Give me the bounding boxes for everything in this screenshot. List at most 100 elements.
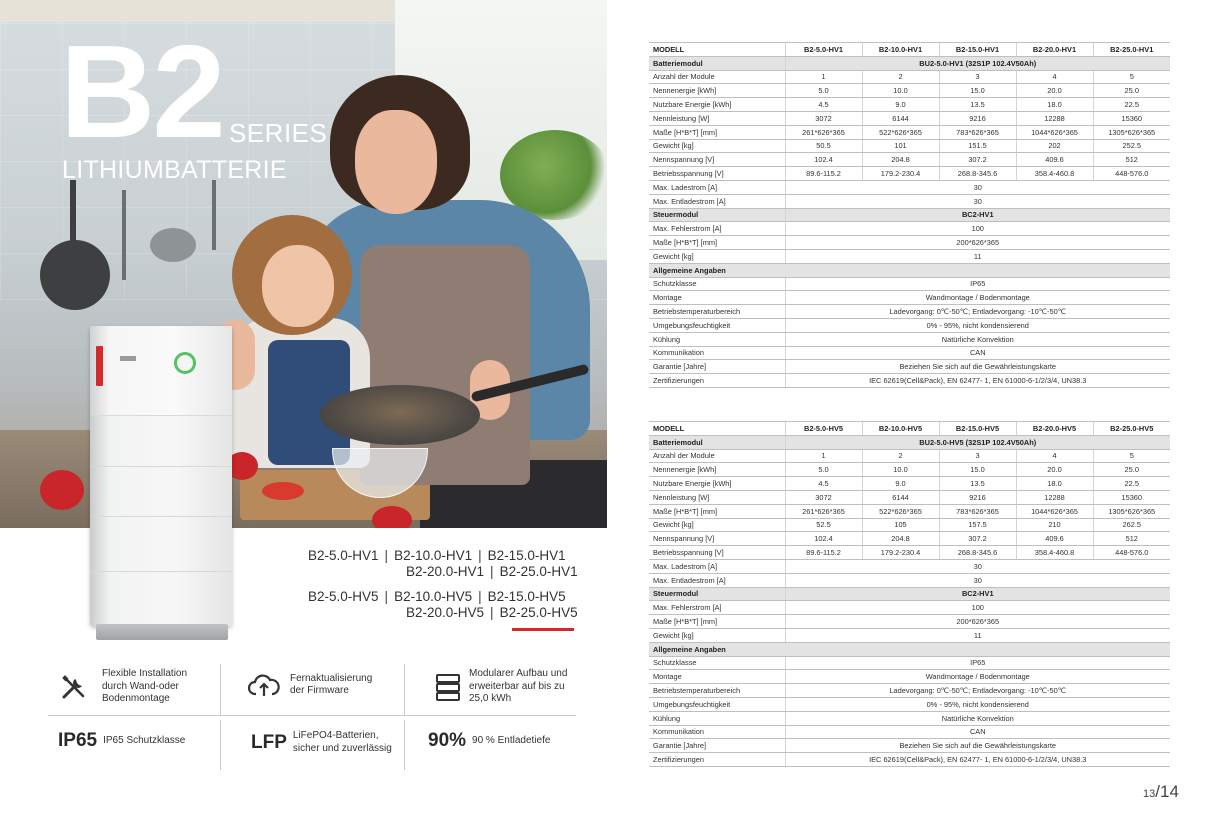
row-label: Zertifizierungen — [649, 752, 785, 767]
row-value: 179.2-230.4 — [861, 166, 939, 181]
tools-icon — [56, 670, 92, 704]
table-row: Max. Entladestrom [A] 30 — [649, 572, 1170, 588]
section-label: Steuermodul — [649, 207, 785, 223]
section-value: BC2-HV1 — [784, 586, 1170, 602]
row-label: Betriebsspannung [V] — [649, 545, 785, 560]
row-value: 0% - 95%, nicht kondensierend — [784, 317, 1170, 333]
row-value: 25.0 — [1092, 462, 1170, 478]
column-header: B2-5.0-HV1 — [784, 42, 862, 57]
row-value: 3072 — [784, 110, 862, 126]
section-label: Batteriemodul — [649, 434, 785, 450]
row-value: 261*626*365 — [784, 503, 862, 519]
row-label: Gewicht [kg] — [649, 248, 785, 264]
table-row: Zertifizierungen IEC 62619(Cell&Pack), EN… — [649, 752, 1170, 767]
row-value: CAN — [784, 724, 1170, 740]
row-value: Beziehen Sie sich auf die Gewährleistung… — [784, 359, 1170, 375]
row-value: 783*626*365 — [938, 124, 1016, 140]
spec-table-hv1: MODELL B2-5.0-HV1 B2-10.0-HV1 B2-15.0-HV1 B2… — [649, 42, 1170, 388]
row-label: Schutzklasse — [649, 655, 785, 671]
row-value: IP65 — [784, 276, 1170, 292]
row-value: 3 — [938, 69, 1016, 85]
brand-series: SERIES — [229, 118, 328, 148]
page-number: 13/14 — [1143, 782, 1179, 801]
row-label: Montage — [649, 669, 785, 685]
row-label: Kommunikation — [649, 724, 785, 740]
row-value: 22.5 — [1092, 476, 1170, 491]
row-label: Max. Entladestrom [A] — [649, 572, 785, 588]
table-row: Montage Wandmontage / Bodenmontage — [649, 669, 1170, 685]
row-value: 151.5 — [938, 138, 1016, 154]
row-value: 5 — [1092, 448, 1170, 464]
battery-status-ring-icon — [174, 352, 196, 374]
table-row: Nutzbare Energie [kWh] 4.5 9.0 13.5 18.0 22.5 — [649, 97, 1170, 112]
row-value: 409.6 — [1015, 152, 1093, 168]
row-value: 25.0 — [1092, 83, 1170, 99]
row-value: CAN — [784, 345, 1170, 361]
row-label: Gewicht [kg] — [649, 627, 785, 643]
row-label: Maße [H*B*T] [mm] — [649, 235, 785, 250]
table-row: Maße [H*B*T] [mm] 200*626*365 — [649, 235, 1170, 250]
row-value: 20.0 — [1015, 83, 1093, 99]
row-value: 20.0 — [1015, 462, 1093, 478]
row-value: 6144 — [861, 110, 939, 126]
row-value: 30 — [784, 193, 1170, 209]
row-value: 1044*626*365 — [1015, 124, 1093, 140]
row-label: Kühlung — [649, 710, 785, 726]
model-row-2: B2-20.0-HV1 | B2-25.0-HV1 — [406, 564, 578, 579]
table-row: Nennspannung [V] 102.4 204.8 307.2 409.6 512 — [649, 152, 1170, 168]
table-row: Umgebungsfeuchtigkeit 0% - 95%, nicht kon… — [649, 696, 1170, 712]
row-value: 15360 — [1092, 489, 1170, 505]
feature-grid: Flexible Installation durch Wand-oder Bo… — [48, 664, 576, 774]
table-row: Max. Ladestrom [A] 30 — [649, 558, 1170, 574]
row-label: Garantie [Jahre] — [649, 359, 785, 375]
table-row: Garantie [Jahre] Beziehen Sie sich auf di… — [649, 738, 1170, 754]
row-label: Umgebungsfeuchtigkeit — [649, 696, 785, 712]
table-row: Maße [H*B*T] [mm] 200*626*365 — [649, 614, 1170, 629]
table-row: Max. Entladestrom [A] 30 — [649, 193, 1170, 209]
column-header: B2-20.0-HV1 — [1015, 42, 1093, 57]
row-value: 1305*626*365 — [1092, 503, 1170, 519]
row-value: 10.0 — [861, 462, 939, 478]
model-name: B2-20.0-HV1 — [406, 564, 485, 579]
row-value: 448-576.0 — [1092, 166, 1170, 181]
column-header: B2-10.0-HV5 — [861, 421, 939, 436]
row-value: 9.0 — [861, 97, 939, 112]
section-value: BC2-HV1 — [784, 207, 1170, 223]
brand-title: B2 — [60, 18, 226, 165]
model-row-1: B2-5.0-HV1 | B2-10.0-HV1 | B2-15.0-HV1 — [308, 548, 566, 563]
row-label: Kühlung — [649, 331, 785, 347]
row-value: 204.8 — [861, 152, 939, 168]
section-value: BU2-5.0-HV1 (32S1P 102.4V50Ah) — [784, 55, 1170, 71]
row-value: 204.8 — [861, 531, 939, 547]
row-value: 4.5 — [784, 97, 862, 112]
section-row-general: Allgemeine Angaben — [649, 262, 1170, 278]
row-value: 3 — [938, 448, 1016, 464]
row-value: 5.0 — [784, 462, 862, 478]
row-value: Wandmontage / Bodenmontage — [784, 669, 1170, 685]
row-value: 252.5 — [1092, 138, 1170, 154]
row-value: 1305*626*365 — [1092, 124, 1170, 140]
row-label: Nennenergie [kWh] — [649, 462, 785, 478]
row-value: 52.5 — [784, 517, 862, 533]
stack-icon — [430, 670, 466, 704]
row-value: 268.8-345.6 — [938, 166, 1016, 181]
left-page: B2 SERIES LITHIUMBATTERIE B2-5.0-HV1 | B2-… — [0, 0, 607, 774]
row-value: 15360 — [1092, 110, 1170, 126]
table-row: Maße [H*B*T] [mm] 261*626*365 522*626*365 7… — [649, 124, 1170, 140]
row-value: 11 — [784, 248, 1170, 264]
row-value: 4 — [1015, 448, 1093, 464]
row-value: 409.6 — [1015, 531, 1093, 547]
row-value: 448-576.0 — [1092, 545, 1170, 560]
row-label: Nennleistung [W] — [649, 489, 785, 505]
row-label: Garantie [Jahre] — [649, 738, 785, 754]
row-label: Nennenergie [kWh] — [649, 83, 785, 99]
row-value: 268.8-345.6 — [938, 545, 1016, 560]
table-row: Anzahl der Module 1 2 3 4 5 — [649, 448, 1170, 464]
cloud-upload-icon — [246, 668, 282, 702]
row-value: 200*626*365 — [784, 235, 1170, 250]
row-value: 1 — [784, 69, 862, 85]
feature-modular: Modularer Aufbau und erweiterbar auf bis… — [430, 668, 576, 706]
feature-ip65-value: IP65 — [58, 730, 98, 751]
table-row: Schutzklasse IP65 — [649, 276, 1170, 292]
model-name: B2-15.0-HV1 — [487, 548, 566, 563]
